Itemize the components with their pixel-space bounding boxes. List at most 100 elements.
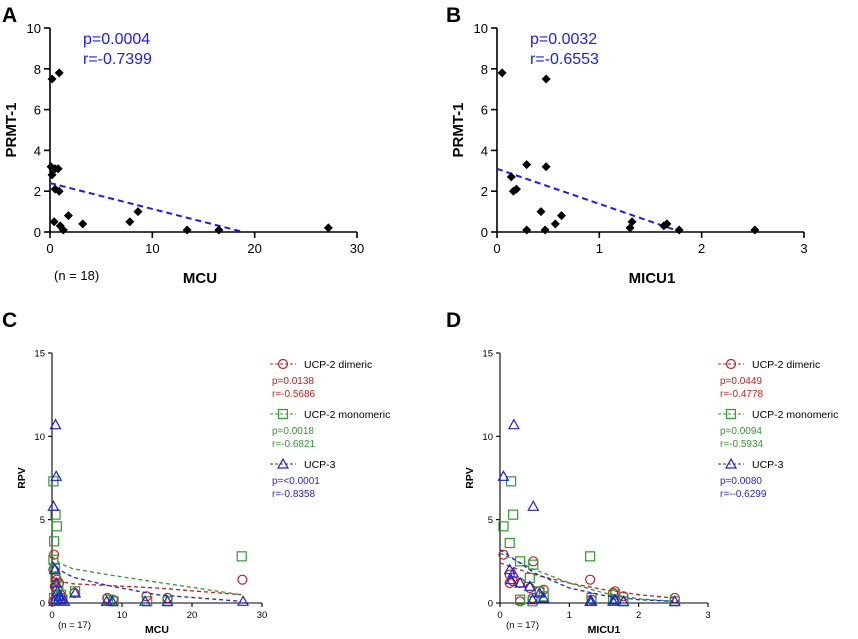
legend-marker (277, 358, 289, 370)
data-point (507, 566, 520, 578)
series-1: UCP-2 monomeric p=0.0094 r=-0.5934 (498, 408, 838, 607)
data-point (47, 74, 57, 84)
data-point (49, 418, 62, 430)
fit-curve (51, 555, 242, 596)
x-tick-label: 2 (636, 610, 641, 621)
data-point (556, 211, 566, 221)
data-point (585, 551, 596, 562)
y-tick-label: 2 (34, 184, 41, 199)
x-axis-label: MCU (145, 624, 169, 636)
data-point (609, 593, 622, 605)
x-tick-label: 20 (187, 610, 198, 621)
y-tick-label: 0 (34, 225, 41, 240)
data-point (52, 593, 65, 605)
data-point (541, 74, 551, 84)
stat-label: p=<0.0001 (272, 476, 320, 487)
fit-curve (499, 552, 674, 602)
data-point (674, 225, 684, 235)
data-point (58, 595, 71, 606)
data-point (515, 556, 526, 567)
data-point (323, 223, 333, 233)
data-point (606, 595, 620, 606)
data-point (237, 595, 250, 606)
data-point (78, 219, 88, 229)
data-point (48, 476, 59, 487)
data-point (51, 574, 63, 585)
x-tick-label: 1 (596, 241, 603, 256)
y-tick-label: 2 (481, 184, 488, 199)
data-point (497, 470, 510, 481)
data-point (51, 521, 63, 532)
y-tick-label: 15 (34, 349, 45, 360)
n-count-label: (n = 18) (54, 268, 99, 283)
legend-marker (725, 358, 737, 370)
data-point (58, 225, 68, 235)
data-point (133, 207, 143, 217)
data-point (48, 554, 59, 565)
panel-letter: B (446, 4, 461, 27)
series-1: UCP-2 monomeric p=0.0018 r=-0.6821 (48, 408, 390, 607)
data-point (504, 537, 515, 549)
data-point (161, 595, 174, 606)
stat-label: p=0.0449 (720, 376, 762, 387)
fit-curve (499, 549, 674, 602)
data-point (522, 160, 532, 170)
data-point (54, 186, 64, 196)
data-point (497, 68, 507, 78)
data-point (106, 595, 119, 606)
legend-marker (277, 408, 289, 420)
panel-B: B 0 1 2 3 0 2 4 6 8 10 MICU1 PRMT-1 p=0.0032 r=-0.6553 (446, 4, 808, 287)
series-0: UCP-2 dimeric p=0.0138 r=-0.5686 (48, 358, 372, 607)
y-tick-label: 0 (488, 599, 493, 610)
data-point (523, 580, 536, 591)
fit-curve (51, 560, 242, 602)
stat-label: r=-0.8358 (272, 489, 316, 500)
stat-label: p=0.0138 (272, 376, 314, 387)
stat-label: p=0.0094 (720, 426, 762, 437)
data-point (50, 470, 63, 481)
data-point (540, 225, 550, 235)
x-tick-label: 0 (49, 610, 54, 621)
stat-label: p=0.0080 (720, 476, 762, 487)
panel-letter: D (446, 309, 461, 332)
data-point (47, 500, 60, 511)
data-point (125, 217, 135, 227)
y-tick-label: 10 (474, 21, 488, 36)
y-tick-label: 10 (34, 432, 45, 443)
legend-label: UCP-2 monomeric (752, 409, 838, 421)
data-point (750, 225, 760, 235)
data-point (505, 573, 518, 585)
data-point (53, 164, 63, 174)
data-point (508, 509, 519, 520)
panel-letter: A (2, 4, 17, 27)
panel-D: D 0 1 2 3 0 5 10 15 MICU1 RPV (n = 17) UCP-2 dimeric… (446, 309, 838, 636)
data-point (627, 217, 637, 227)
data-point (515, 594, 526, 605)
x-tick-label: 20 (247, 241, 261, 256)
data-point (54, 68, 64, 78)
data-point (139, 595, 152, 606)
data-point (63, 211, 73, 221)
stat-label: r=-0.6821 (272, 439, 316, 450)
y-tick-label: 8 (481, 62, 488, 77)
fit-curve (499, 562, 674, 599)
legend-marker (276, 457, 290, 469)
stat-label: r=-0.4778 (720, 389, 764, 400)
data-point (182, 225, 192, 235)
y-tick-label: 6 (34, 103, 41, 118)
x-tick-label: 0 (493, 241, 500, 256)
stat-label: r=-0.6553 (530, 51, 599, 68)
y-tick-label: 6 (481, 103, 488, 118)
legend-label: UCP-2 dimeric (752, 359, 820, 371)
stat-label: r=-0.7399 (83, 51, 152, 68)
regression-line (49, 182, 244, 233)
x-tick-label: 10 (117, 610, 128, 621)
y-tick-label: 5 (40, 515, 45, 526)
x-tick-label: 10 (145, 241, 159, 256)
x-tick-label: 0 (46, 241, 53, 256)
y-tick-label: 8 (34, 62, 41, 77)
data-point (48, 563, 61, 575)
x-tick-label: 30 (350, 241, 364, 256)
data-point (585, 574, 596, 585)
